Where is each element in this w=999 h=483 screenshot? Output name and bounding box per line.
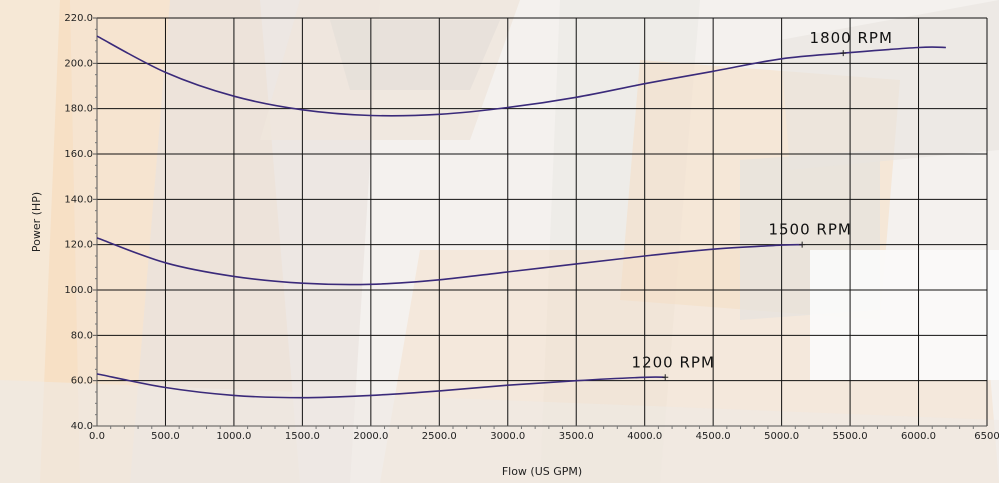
x-tick-label: 3000.0 — [490, 431, 525, 442]
grid-lines — [93, 17, 988, 427]
x-tick-label: 0.0 — [89, 431, 105, 442]
y-tick-label: 160.0 — [64, 149, 93, 160]
x-tick-label: 1500.0 — [285, 431, 320, 442]
y-tick-label: 120.0 — [64, 240, 93, 251]
series-label-1500-rpm: 1500 RPM — [768, 221, 851, 239]
series-label-1200-rpm: 1200 RPM — [632, 353, 715, 371]
series-line-1500-rpm — [96, 237, 803, 286]
y-tick-label: 80.0 — [71, 330, 93, 341]
y-tick-label: 60.0 — [71, 376, 93, 387]
x-tick-label: 4000.0 — [627, 431, 662, 442]
y-tick-label: 140.0 — [64, 194, 93, 205]
x-tick-label: 4500.0 — [696, 431, 731, 442]
x-tick-labels: 0.0 500.0 1000.0 1500.0 2000.0 2500.0 3000.0 35… — [89, 431, 999, 442]
x-tick-label: 6500 — [974, 431, 999, 442]
x-tick-label: 500.0 — [151, 431, 180, 442]
y-tick-label: 100.0 — [64, 285, 93, 296]
x-axis-title: Flow (US GPM) — [502, 465, 582, 478]
y-tick-label: 200.0 — [64, 58, 93, 69]
x-tick-label: 6000.0 — [901, 431, 936, 442]
series-labels: 1800 RPM 1500 RPM 1200 RPM — [632, 29, 893, 371]
x-tick-label: 1000.0 — [216, 431, 251, 442]
y-tick-label: 180.0 — [64, 104, 93, 115]
x-tick-label: 5500.0 — [833, 431, 868, 442]
series-end-marker — [799, 241, 806, 248]
axes — [96, 18, 987, 427]
series-end-marker — [662, 374, 669, 381]
x-tick-label: 2000.0 — [353, 431, 388, 442]
x-tick-label: 5000.0 — [764, 431, 799, 442]
y-tick-label: 220.0 — [64, 13, 93, 24]
y-axis-title: Power (HP) — [30, 192, 43, 252]
minor-ticks — [95, 28, 974, 429]
x-tick-label: 2500.0 — [422, 431, 457, 442]
series-label-1800-rpm: 1800 RPM — [810, 29, 893, 47]
y-tick-labels: 40.0 60.0 80.0 100.0 120.0 140.0 160.0 180.0 200… — [64, 13, 93, 432]
series-line-1800-rpm — [96, 35, 946, 117]
x-tick-label: 3500.0 — [559, 431, 594, 442]
series-end-marker — [840, 50, 847, 57]
series-lines — [96, 35, 946, 399]
y-tick-label: 40.0 — [71, 421, 93, 432]
series-line-1200-rpm — [96, 373, 666, 399]
